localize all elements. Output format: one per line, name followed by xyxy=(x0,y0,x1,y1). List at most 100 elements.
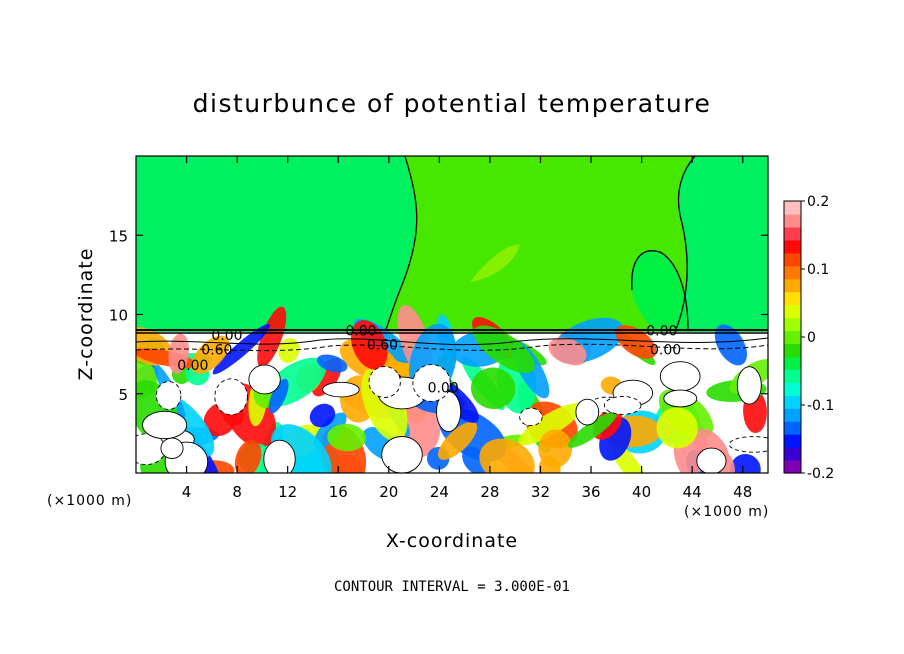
x-tick-label: 48 xyxy=(733,483,752,501)
turbulence-blob xyxy=(479,438,535,473)
y-tick-label: 10 xyxy=(109,307,128,325)
colorbar-segment xyxy=(784,278,801,293)
turbulence-blob xyxy=(257,306,287,368)
x-tick-label: 4 xyxy=(182,483,192,501)
turbulence-blob xyxy=(438,421,478,460)
y-axis-units: (×1000 m) xyxy=(47,493,132,509)
turbulence-eddy xyxy=(263,439,296,473)
colorbar-segment xyxy=(784,343,801,358)
turbulence-blob xyxy=(567,412,617,448)
contour-label: 0.00 xyxy=(211,328,242,344)
colorbar-segment xyxy=(784,201,801,215)
turbulence-eddy xyxy=(728,436,768,453)
colorbar-segment xyxy=(784,421,801,435)
contour-label: 0.00 xyxy=(345,323,376,339)
x-tick-label: 16 xyxy=(329,483,348,501)
y-axis-ticks: 5 10 15 xyxy=(109,227,768,404)
turbulence-eddy xyxy=(381,436,423,473)
inversion-layer xyxy=(136,329,768,352)
contour-labels: 0.000.600.000.000.600.000.000.00 xyxy=(177,323,681,396)
turbulence-eddy xyxy=(214,378,248,416)
colorbar-segment xyxy=(784,252,801,267)
turbulence-blob xyxy=(234,440,262,473)
turbulence-blob xyxy=(714,324,748,366)
colorbar-segment xyxy=(784,356,801,370)
turbulence-blob xyxy=(168,333,189,374)
turbulence-eddy xyxy=(575,398,600,426)
colorbar-segment xyxy=(784,330,801,345)
colorbar-segment xyxy=(784,304,801,319)
turbulence-eddy xyxy=(603,396,642,415)
colorbar-segment xyxy=(784,239,801,254)
turbulence-blob xyxy=(538,429,573,468)
turbulence-blob xyxy=(470,367,516,410)
turbulence-eddy xyxy=(155,381,182,410)
colorbar-segment xyxy=(784,395,801,409)
upper-warm-core xyxy=(470,244,520,282)
x-tick-label: 32 xyxy=(531,483,550,501)
x-axis-units: (×1000 m) xyxy=(684,504,769,520)
colorbar-segment xyxy=(784,226,801,241)
turbulence-eddy xyxy=(412,364,451,402)
contour-label: 0.00 xyxy=(428,380,459,396)
turbulence-blob xyxy=(316,354,348,373)
turbulence-eddy xyxy=(736,366,762,405)
colorbar-segment xyxy=(784,291,801,306)
turbulence-eddy xyxy=(519,407,543,427)
x-tick-label: 36 xyxy=(581,483,600,501)
x-tick-label: 20 xyxy=(379,483,398,501)
turbulence-blob xyxy=(309,403,336,428)
turbulence-eddy xyxy=(322,381,360,398)
turbulence-blob xyxy=(212,323,271,375)
contour-interval-text: CONTOUR INTERVAL = 3.000E-01 xyxy=(334,579,570,595)
colorbar-segment xyxy=(784,447,801,461)
turbulence-eddy xyxy=(659,361,701,392)
x-tick-label: 12 xyxy=(278,483,297,501)
x-tick-label: 44 xyxy=(683,483,702,501)
contour-label: 0.00 xyxy=(177,358,208,374)
turbulence-blob xyxy=(730,453,761,473)
turbulence-blob xyxy=(518,403,583,446)
x-axis-ticks: 4 8 12 16 20 24 28 32 36 40 44 48 xyxy=(182,156,752,501)
colorbar-segment xyxy=(784,434,801,448)
turbulence-eddy xyxy=(368,366,401,398)
colorbar-segment xyxy=(784,460,801,474)
colorbar-segment xyxy=(784,369,801,383)
y-tick-label: 5 xyxy=(118,386,128,404)
colorbar-segment xyxy=(784,382,801,396)
x-tick-label: 24 xyxy=(430,483,449,501)
turbulence-blob xyxy=(327,423,367,452)
colorbar-tick-label: -0.1 xyxy=(807,398,834,414)
x-tick-label: 28 xyxy=(480,483,499,501)
contour-label: 0.60 xyxy=(201,342,232,358)
turbulent-layer xyxy=(136,304,768,473)
contour-label: 0.60 xyxy=(367,338,398,354)
upper-cool-lobe xyxy=(631,250,688,332)
turbulence-eddy xyxy=(160,437,184,459)
colorbar-tick-label: -0.2 xyxy=(807,466,834,482)
colorbar-tick-label: 0.2 xyxy=(807,194,829,210)
colorbar-segment xyxy=(784,317,801,332)
turbulence-eddy xyxy=(248,364,281,395)
colorbar-tick-label: 0.1 xyxy=(807,262,829,278)
y-tick-label: 15 xyxy=(109,227,128,245)
turbulence-eddy xyxy=(142,410,188,440)
turbulence-blob xyxy=(191,335,230,374)
turbulence-blob xyxy=(268,378,289,414)
turbulence-eddy xyxy=(663,389,698,408)
contour-label: 0.00 xyxy=(650,342,681,358)
x-tick-label: 8 xyxy=(232,483,242,501)
x-tick-label: 40 xyxy=(632,483,651,501)
turbulence-eddy xyxy=(696,447,727,473)
turbulence-blob xyxy=(656,407,698,449)
colorbar-segment xyxy=(784,265,801,280)
colorbar-segment xyxy=(784,213,801,228)
contour-label: 0.00 xyxy=(646,323,677,339)
upper-warm-region xyxy=(385,156,695,332)
upper-contours xyxy=(384,156,696,333)
colorbar: -0.2 -0.1 0 0.1 0.2 xyxy=(783,194,834,482)
chart-title: disturbunce of potential temperature xyxy=(193,89,712,118)
colorbar-segment xyxy=(784,408,801,422)
plot-area xyxy=(136,156,768,473)
